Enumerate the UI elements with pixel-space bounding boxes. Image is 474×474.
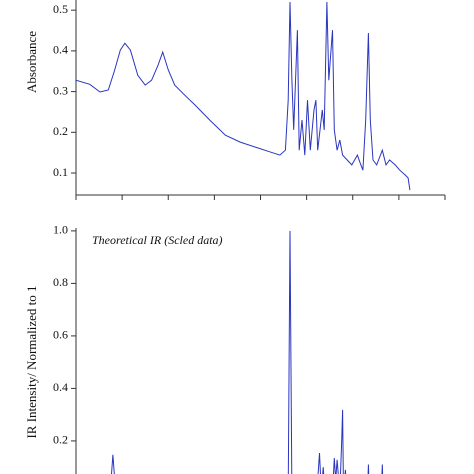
spectrum-line (76, 1, 411, 191)
y-axis-label: Absorbance (24, 31, 39, 93)
annotation: Theoretical IR (Scled data) (92, 233, 223, 247)
y-tick-label: 0.4 (53, 380, 68, 394)
y-tick-label: 0.1 (53, 165, 68, 179)
y-tick-label: 0.4 (53, 43, 68, 57)
y-tick-label: 0.6 (53, 328, 68, 342)
y-tick-label: 0.3 (53, 83, 68, 97)
y-tick-label: 0.5 (53, 2, 68, 16)
y-tick-label: 0.2 (53, 124, 68, 138)
y-tick-label: 0.8 (53, 275, 68, 289)
y-axis-label: IR Intensity/ Normalized to 1 (24, 285, 39, 438)
y-tick-label: 1.0 (53, 223, 68, 237)
spectrum-line (111, 230, 384, 474)
y-tick-label: 0.2 (53, 433, 68, 447)
